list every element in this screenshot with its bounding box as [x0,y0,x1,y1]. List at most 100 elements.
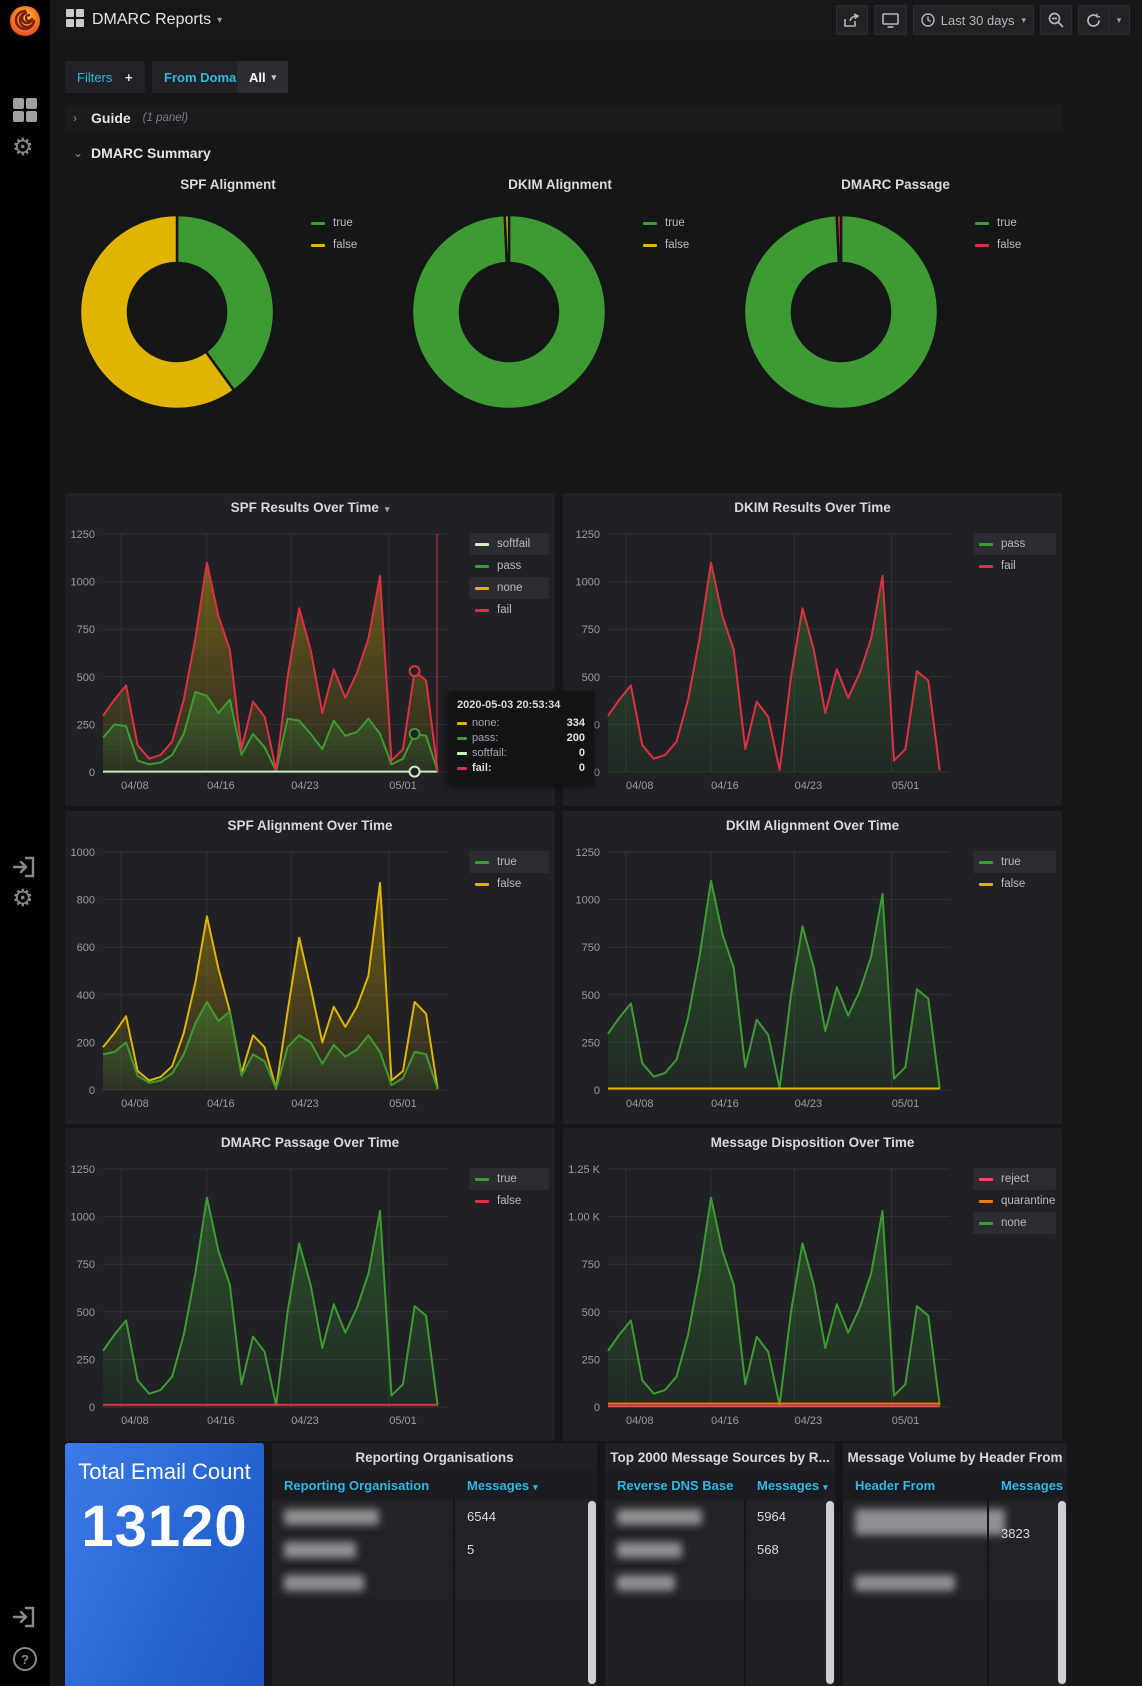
svg-text:04/23: 04/23 [795,780,823,792]
grafana-logo[interactable] [7,3,43,44]
add-filter-button[interactable]: + [113,61,145,93]
donut-legend: true false [969,212,1027,256]
column-header-messages[interactable]: Messages▾ [467,1477,538,1493]
legend-item-true[interactable]: true [973,851,1056,873]
table-row[interactable]: 5 [272,1534,587,1565]
donut-slice-false[interactable] [503,213,511,265]
legend-item-reject[interactable]: reject [973,1168,1056,1190]
column-header-messages[interactable]: Messages▾ [757,1477,828,1493]
sign-out-icon[interactable] [12,1606,36,1633]
table-row[interactable] [272,1567,587,1598]
table-scrollbar[interactable] [588,1501,596,1686]
panel-title[interactable]: Message Volume by Header From [847,1450,1063,1465]
settings-gear-icon[interactable]: ⚙ [12,134,34,161]
refresh-interval-caret[interactable]: ▾ [1108,5,1130,35]
panel-title[interactable]: Message Disposition Over Time [710,1135,915,1150]
legend-item-none[interactable]: none [469,577,549,599]
donut-slice-true[interactable] [410,213,608,411]
column-header-reverse-dns-base[interactable]: Reverse DNS Base [617,1477,734,1493]
panel-title[interactable]: DMARC Passage Over Time [220,1135,400,1150]
panel-title[interactable]: SPF Results Over Time ▾ [230,500,390,515]
table-row[interactable]: 568 [605,1534,825,1565]
table-scrollbar[interactable] [826,1501,834,1686]
donut-slice-false[interactable] [78,213,236,411]
legend-item-true[interactable]: true [969,212,1027,234]
time-series-chart[interactable]: 0 250 500 750 1000 1250 04/08 04/16 04/23 05/01 [563,811,1062,1124]
scrollbar-thumb[interactable] [826,1501,834,1685]
table-row[interactable]: 5964 [605,1501,825,1532]
donut-slice-true[interactable] [742,213,940,411]
panel-total-email-count: Total Email Count 13120 [65,1443,264,1686]
server-gear-icon[interactable]: ⚙ [12,885,34,912]
svg-text:04/16: 04/16 [711,1415,739,1427]
donut-slice-false[interactable] [835,213,843,265]
legend-item-none[interactable]: none [973,1212,1056,1234]
panel-title[interactable]: DKIM Results Over Time [734,500,891,515]
panel-title[interactable]: SPF Alignment [180,177,276,192]
legend-item-true[interactable]: true [637,212,695,234]
help-icon[interactable]: ? [12,1646,38,1677]
legend-item-pass[interactable]: pass [469,555,549,577]
column-header-messages[interactable]: Messages▾ [1001,1477,1064,1493]
legend-item-true[interactable]: true [469,851,549,873]
panel-title[interactable]: Reporting Organisations [355,1450,514,1465]
legend-item-false[interactable]: false [973,873,1056,895]
dashboards-icon[interactable] [12,97,38,128]
refresh-button[interactable] [1078,5,1108,35]
donut-chart[interactable] [409,202,639,422]
panel-title[interactable]: SPF Alignment Over Time [227,818,393,833]
legend-item-false[interactable]: false [969,234,1027,256]
messages-cell: 6544 [467,1509,496,1524]
zoom-out-button[interactable] [1040,5,1072,35]
time-range-picker[interactable]: Last 30 days ▾ [912,5,1034,35]
legend-item-fail[interactable]: fail [973,555,1056,577]
svg-text:250: 250 [582,1354,600,1366]
column-header-header-from[interactable]: Header From [855,1477,936,1493]
panel-title[interactable]: DKIM Alignment [508,177,612,192]
share-button[interactable] [835,5,868,35]
summary-row-toggle[interactable]: ⌄ DMARC Summary [65,140,1062,166]
legend-item-true[interactable]: true [469,1168,549,1190]
time-series-chart[interactable]: 0 250 500 750 1.00 K 1.25 K 04/08 04/16 04/23 05/… [563,1128,1062,1441]
legend-item-false[interactable]: false [305,234,363,256]
legend-item-quarantine[interactable]: quarantine [973,1190,1056,1212]
panel-title[interactable]: DMARC Passage [841,177,950,192]
table-row[interactable] [605,1567,825,1598]
time-series-chart[interactable]: 0 250 500 750 1000 1250 04/08 04/16 04/23 05/01 [65,1128,555,1441]
column-header-reporting-organisation[interactable]: Reporting Organisation [284,1477,430,1493]
panel-title[interactable]: Top 2000 Message Sources by R... [610,1450,830,1465]
donut-chart[interactable] [741,202,971,422]
sign-in-icon[interactable] [12,856,36,883]
svg-text:04/16: 04/16 [711,780,739,792]
scrollbar-thumb[interactable] [1058,1501,1066,1685]
legend-item-pass[interactable]: pass [973,533,1056,555]
panel-title[interactable]: DKIM Alignment Over Time [725,818,900,833]
dashboard-title[interactable]: DMARC Reports [92,11,212,28]
legend-item-false[interactable]: false [469,873,549,895]
tooltip-color-dash [457,736,467,740]
redacted-cell [617,1508,702,1525]
legend-item-false[interactable]: false [469,1190,549,1212]
table-row[interactable] [843,1567,1057,1598]
legend-item-false[interactable]: false [637,234,695,256]
from-domain-select[interactable]: All ▾ [237,61,289,93]
stat-title: Total Email Count [78,1459,251,1484]
legend-item-true[interactable]: true [305,212,363,234]
table-row[interactable]: 3823 [843,1501,1057,1565]
donut-slice-true[interactable] [175,213,276,393]
table-scrollbar[interactable] [1058,1501,1066,1686]
title-caret-icon[interactable]: ▾ [217,14,223,26]
time-series-chart[interactable]: 0 250 500 750 1000 1250 04/08 04/16 04/23 05/01 [65,493,555,806]
tv-mode-button[interactable] [873,5,907,35]
legend-item-fail[interactable]: fail [469,599,549,621]
legend-item-softfail[interactable]: softfail [469,533,549,555]
panel-menu-caret-icon[interactable]: ▾ [384,504,390,514]
table-row[interactable]: 6544 [272,1501,587,1532]
svg-text:04/08: 04/08 [121,1098,149,1110]
table-header-row: Reporting Organisation Messages ▾ [272,1471,597,1499]
scrollbar-thumb[interactable] [588,1501,596,1685]
time-series-chart[interactable]: 0 200 400 600 800 1000 04/08 04/16 04/23 05/01 [65,811,555,1124]
donut-chart[interactable] [77,202,307,422]
guide-row-toggle[interactable]: › Guide (1 panel) [65,105,1062,131]
svg-text:04/23: 04/23 [291,1098,319,1110]
